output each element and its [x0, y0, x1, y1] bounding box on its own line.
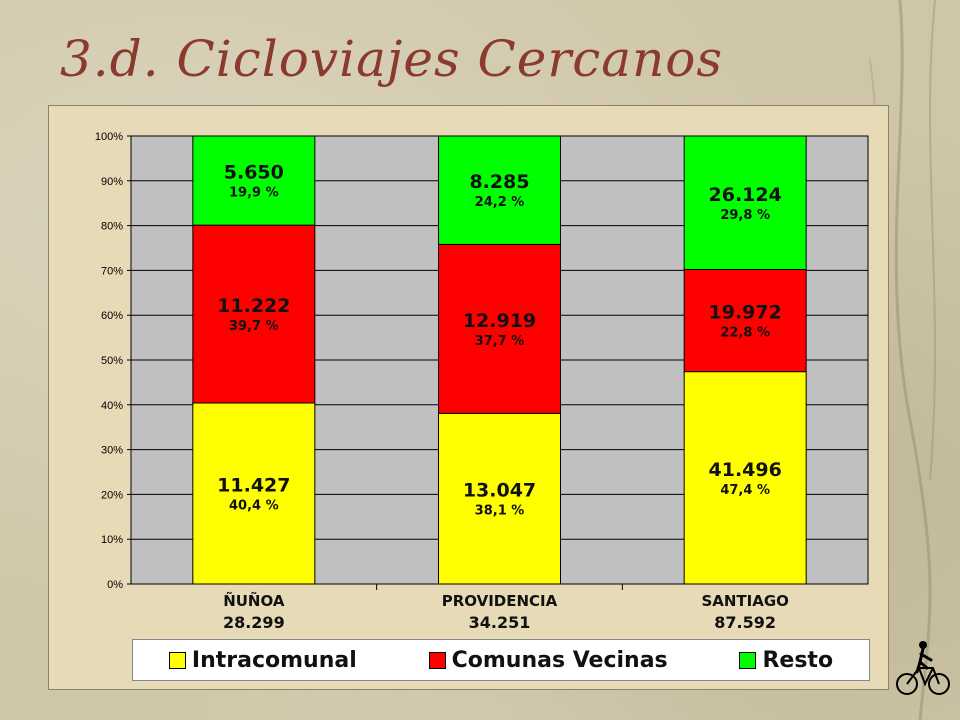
x-category-label: PROVIDENCIA [442, 592, 558, 610]
bar-segment [438, 135, 561, 245]
y-tick-label: 0% [107, 579, 123, 591]
bar-pct-label: 38,1 % [475, 504, 525, 519]
bar-segment [683, 269, 807, 373]
bar-count-label: 11.222 [217, 295, 290, 317]
chart-legend: Intracomunal Comunas Vecinas Resto [132, 639, 870, 681]
bar-pct-label: 39,7 % [229, 319, 279, 334]
bar-count-label: 26.124 [709, 184, 782, 206]
y-tick-label: 30% [101, 445, 123, 457]
bar-pct-label: 24,2 % [475, 195, 525, 210]
bicycle-rider-icon [896, 641, 950, 695]
bar-segment [192, 402, 316, 585]
legend-item-comunas-vecinas: Comunas Vecinas [428, 647, 668, 673]
bar-pct-label: 40,4 % [229, 499, 279, 514]
y-tick-label: 50% [101, 355, 123, 367]
bar-segment [683, 371, 807, 585]
legend-item-resto: Resto [739, 648, 833, 673]
legend-swatch-comunas-vecinas [428, 651, 446, 669]
bar-count-label: 41.496 [709, 459, 782, 481]
y-tick-label: 70% [101, 265, 123, 277]
y-tick-label: 60% [101, 310, 123, 322]
y-tick-label: 40% [101, 400, 123, 412]
legend-swatch-intracomunal [168, 651, 186, 669]
legend-label-comunas-vecinas: Comunas Vecinas [451, 647, 668, 673]
bar-count-label: 11.427 [217, 475, 290, 497]
bar-segment [192, 224, 316, 404]
bar-segment [192, 135, 316, 226]
bar-segment [683, 135, 807, 271]
x-category-total: 28.299 [223, 613, 285, 632]
y-tick-label: 80% [101, 221, 123, 233]
legend-item-intracomunal: Intracomunal [168, 647, 357, 673]
x-category-label: ÑUÑOA [223, 591, 285, 610]
bar-count-label: 13.047 [463, 480, 536, 502]
chart-panel: 0% 10% 20% 30% 40% 50% 60% 70% 80% 90% 100% 11.427 4… [48, 105, 889, 690]
bar-pct-label: 37,7 % [475, 334, 525, 349]
y-tick-label: 90% [101, 176, 123, 188]
bar-pct-label: 22,8 % [720, 326, 770, 341]
bar-count-label: 19.972 [709, 302, 782, 324]
bar-pct-label: 19,9 % [229, 186, 279, 201]
legend-label-intracomunal: Intracomunal [191, 647, 357, 673]
bar-pct-label: 29,8 % [720, 208, 770, 223]
x-category-label: SANTIAGO [701, 592, 788, 610]
bar-count-label: 5.650 [224, 162, 284, 184]
y-tick-label: 20% [101, 489, 123, 501]
bar-count-label: 12.919 [463, 310, 536, 332]
bar-pct-label: 47,4 % [720, 483, 770, 498]
y-tick-label: 100% [95, 131, 123, 143]
bar-count-label: 8.285 [469, 171, 529, 193]
bar-segment [438, 243, 561, 414]
x-category-total: 34.251 [469, 613, 531, 632]
legend-label-resto: Resto [762, 647, 834, 673]
legend-swatch-resto [739, 651, 757, 669]
page-title: 3.d. Cicloviajes Cercanos [60, 30, 724, 88]
y-tick-label: 10% [101, 534, 123, 546]
stacked-bar-chart: 0% 10% 20% 30% 40% 50% 60% 70% 80% 90% 100% 11.427 4… [95, 131, 869, 632]
x-category-total: 87.592 [714, 613, 776, 632]
bar-segment [438, 412, 561, 585]
